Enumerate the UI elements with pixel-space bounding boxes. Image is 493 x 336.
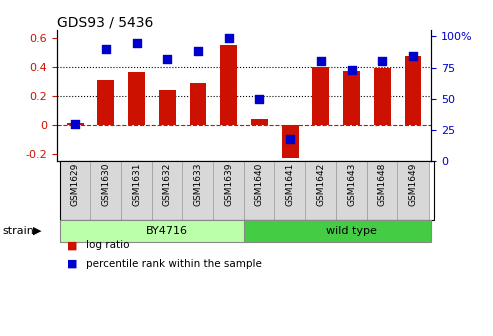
Text: GSM1631: GSM1631	[132, 163, 141, 206]
Text: GSM1649: GSM1649	[408, 163, 418, 206]
Bar	[159, 90, 176, 125]
Point	[163, 56, 171, 61]
Bar	[128, 73, 145, 125]
Text: GSM1633: GSM1633	[193, 163, 203, 206]
Point	[255, 96, 263, 101]
Text: GSM1629: GSM1629	[70, 163, 80, 206]
Text: GSM1640: GSM1640	[255, 163, 264, 206]
Bar	[404, 56, 422, 125]
Bar	[343, 71, 360, 125]
Text: GSM1630: GSM1630	[102, 163, 110, 206]
Point	[409, 54, 417, 59]
Point	[71, 121, 79, 127]
Text: percentile rank within the sample: percentile rank within the sample	[86, 259, 262, 269]
Text: GDS93 / 5436: GDS93 / 5436	[57, 15, 153, 29]
Bar	[313, 67, 329, 125]
Bar	[220, 45, 237, 125]
Bar	[251, 119, 268, 125]
Bar	[282, 125, 299, 158]
Point	[286, 136, 294, 141]
Text: GSM1639: GSM1639	[224, 163, 233, 206]
Point	[225, 35, 233, 40]
Bar	[98, 80, 114, 125]
Point	[133, 40, 141, 45]
Text: log ratio: log ratio	[86, 240, 130, 250]
Text: ■: ■	[67, 240, 77, 250]
Bar	[374, 68, 390, 125]
Text: GSM1643: GSM1643	[347, 163, 356, 206]
Bar	[189, 83, 207, 125]
Text: GSM1642: GSM1642	[317, 163, 325, 206]
Text: BY4716: BY4716	[146, 226, 188, 236]
Text: wild type: wild type	[326, 226, 377, 236]
Text: ■: ■	[67, 259, 77, 269]
Point	[194, 49, 202, 54]
Text: GSM1648: GSM1648	[378, 163, 387, 206]
Point	[378, 59, 386, 64]
Text: strain: strain	[2, 226, 35, 236]
Point	[348, 68, 355, 73]
Text: ▶: ▶	[33, 226, 41, 236]
Text: GSM1641: GSM1641	[285, 163, 295, 206]
Point	[317, 59, 325, 64]
Text: GSM1632: GSM1632	[163, 163, 172, 206]
Bar	[67, 123, 84, 125]
Point	[102, 46, 110, 52]
